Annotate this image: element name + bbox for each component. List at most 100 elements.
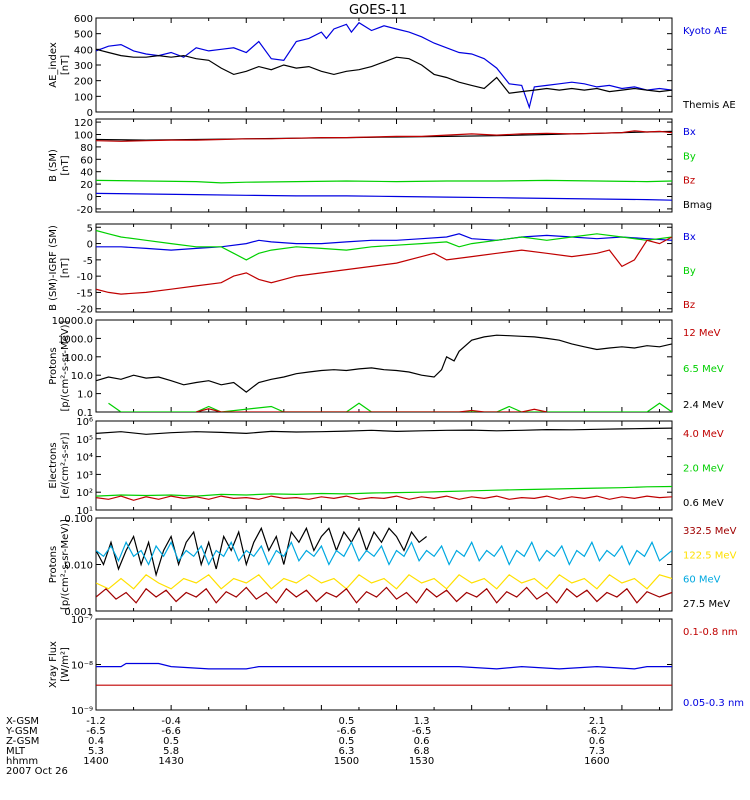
legend-label: Kyoto AE [683,26,727,37]
y-tick-label: -20 [77,205,93,216]
footer-value: -6.5 [86,726,106,737]
y-tick-label: 400 [74,45,93,56]
legend-label: 4.0 MeV [683,429,724,440]
footer-value: 0.6 [414,736,430,747]
panel-4: 0.1 1.0 10.0 100.0 1000.0 10000.0 Protons [p/(c… [48,316,724,419]
y-axis-label: [nT] [60,55,71,75]
legend-label: 6.5 MeV [683,364,724,375]
footer-value: 1600 [584,756,609,767]
footer-value: 0.6 [589,736,605,747]
series-bmag [96,130,672,141]
legend-label: 12 MeV [683,328,721,339]
footer-value: 5.8 [163,746,179,757]
footer-value: 6.3 [338,746,354,757]
footer-value: -1.2 [86,716,106,727]
panel-frame [95,420,673,511]
panel-5: 10¹ 10² 10³ 10⁴ 10⁵ 10⁶ Electrons [e/(cm²-s-sr)… [48,417,724,517]
footer-value: 0.5 [163,736,179,747]
panel-6: 0.001 0.010 0.100 Protons [p/(cm²-s-sr-MeV)]… [48,514,737,618]
legend-label: Bx [683,127,696,138]
series-by [96,229,672,261]
y-axis-label: Electrons [48,442,59,488]
panel-frame [95,17,673,113]
footer-value: 0.5 [338,736,354,747]
y-tick-label: 10000.0 [52,316,93,327]
series-kyoto-ae [96,21,672,110]
y-axis-label: [nT] [60,155,71,175]
legend-label: 332.5 MeV [683,526,737,537]
series-0-6-mev [96,427,672,435]
footer-value: -6.6 [161,726,181,737]
series-2-0-mev [96,485,672,497]
y-tick-label: 300 [74,61,93,72]
y-tick-label: 40 [80,168,93,179]
y-tick-label: 0.001 [64,607,93,618]
y-tick-label: 10⁴ [76,453,93,464]
legend-label: Bz [683,300,695,311]
series-6-5-mev [108,402,672,412]
y-tick-label: 10⁵ [76,435,93,446]
legend-label: Bz [683,176,695,187]
legend-label: By [683,151,696,162]
footer-value: -0.4 [161,716,181,727]
footer-value: 6.8 [414,746,430,757]
panel-7: 10⁻⁹ 10⁻⁸ 10⁻⁷ Xray Flux [W/m²] 0.1-0.8 nm 0.0… [48,615,744,717]
footer-value: 5.3 [88,746,104,757]
panel-frame [95,618,673,711]
y-tick-label: 100 [74,131,93,142]
y-axis-label: [nT] [60,258,71,278]
y-axis-label: Protons [48,347,59,384]
legend-label: 2.0 MeV [683,464,724,475]
legend-label: 2.4 MeV [683,400,724,411]
series-332-5-mev [96,526,427,578]
series-12-mev [196,408,547,412]
y-axis-label: [e/(cm²-s-sr)] [60,432,71,498]
y-tick-label: 0.1 [77,408,93,419]
series-bz [96,130,672,142]
footer-row-label: Y-GSM [5,726,38,737]
footer-value: 1530 [409,756,434,767]
y-tick-label: -5 [83,256,93,267]
y-axis-label: Xray Flux [48,641,59,688]
footer-value: 1.3 [414,716,430,727]
y-axis-label: [p/(cm²-s-sr-MeV)] [60,320,71,411]
y-axis-label: B (SM) [48,149,59,182]
y-tick-label: -15 [77,288,93,299]
y-axis-label: [p/(cm²-s-sr-MeV)] [60,519,71,610]
y-tick-label: 1000.0 [58,334,93,345]
y-tick-label: 1.0 [77,390,93,401]
y-axis-label: Protons [48,546,59,583]
panel-frame [95,517,673,612]
y-axis-label: AE_index [48,42,59,88]
y-axis-label: [W/m²] [60,647,71,682]
footer-value: -6.5 [412,726,432,737]
series-bx [96,192,672,201]
y-axis-label: B (SM)-IGRF (SM) [48,225,59,311]
y-tick-label: 60 [80,155,93,166]
legend-label: Themis AE [682,100,736,111]
y-tick-label: 0 [87,108,93,119]
series-4-0-mev [96,495,672,501]
footer-row-label: 2007 Oct 26 [6,766,68,777]
footer-value: 0.4 [88,736,104,747]
y-tick-label: 10⁶ [76,417,93,428]
series-27-5-mev [96,586,672,604]
y-tick-label: 10³ [76,470,93,481]
y-tick-label: 10⁻⁷ [71,615,93,626]
legend-label: Bmag [683,200,712,211]
series-by [96,179,672,184]
y-tick-label: 10² [76,488,93,499]
y-tick-label: 5 [87,223,93,234]
series-0-05-0-3-nm [96,662,672,670]
y-tick-label: 100 [74,92,93,103]
footer-value: 2.1 [589,716,605,727]
footer-value: 1500 [334,756,359,767]
footer-value: 1400 [83,756,108,767]
y-tick-label: 0 [87,193,93,204]
footer-row-label: Z-GSM [6,736,39,747]
series-bz [96,236,672,295]
y-tick-label: 120 [74,118,93,129]
footer-value: -6.2 [587,726,607,737]
footer-value: -6.6 [337,726,357,737]
